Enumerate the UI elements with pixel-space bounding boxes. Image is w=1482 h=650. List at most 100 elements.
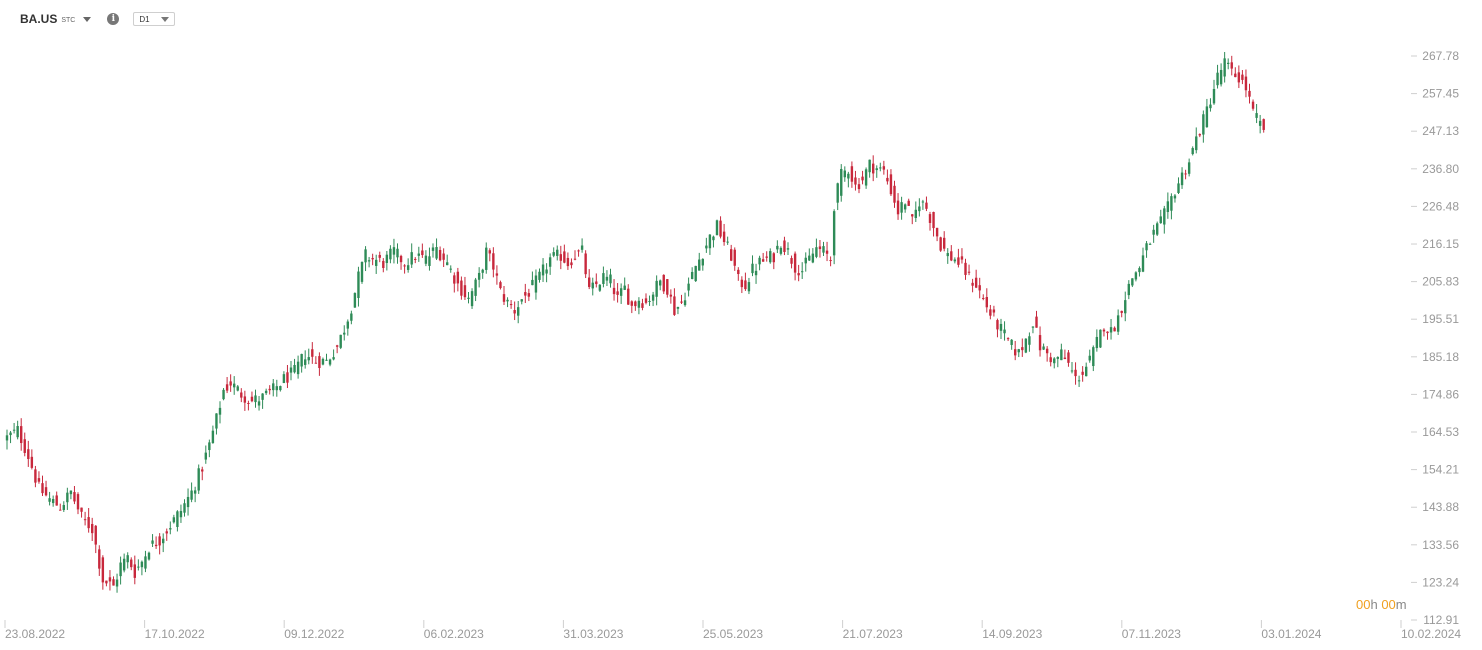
- candle-body: [414, 258, 417, 260]
- candle-body: [105, 580, 108, 584]
- candle: [712, 235, 715, 248]
- candle: [55, 491, 58, 506]
- candle: [1045, 346, 1049, 362]
- candle-body: [1258, 120, 1262, 126]
- candle-body: [953, 259, 957, 262]
- candle-body: [357, 271, 360, 299]
- candle-body: [1095, 336, 1099, 349]
- candle: [126, 552, 129, 569]
- candle-body: [51, 499, 55, 504]
- candle-body: [758, 257, 761, 265]
- candle: [385, 251, 389, 271]
- candle-body: [375, 259, 378, 266]
- candle-body: [527, 293, 531, 297]
- candle-body: [371, 258, 374, 260]
- candle-body: [747, 282, 751, 292]
- candle: [37, 471, 41, 484]
- candle-body: [1024, 338, 1028, 353]
- info-icon[interactable]: i: [107, 13, 120, 25]
- candle: [225, 377, 229, 394]
- candle: [279, 385, 282, 392]
- candle: [974, 269, 978, 289]
- candle: [854, 170, 857, 191]
- candle-body: [861, 176, 864, 181]
- candle-body: [701, 258, 704, 266]
- candle: [30, 449, 34, 470]
- candle-body: [815, 247, 818, 257]
- candle: [889, 169, 893, 197]
- candle: [382, 258, 385, 273]
- candle: [41, 475, 44, 496]
- candle: [524, 283, 527, 304]
- candle-body: [1219, 69, 1223, 85]
- chevron-down-icon[interactable]: [83, 16, 92, 22]
- candle: [619, 283, 623, 304]
- candle-body: [1170, 196, 1173, 211]
- candle: [254, 389, 257, 408]
- candle-body: [840, 168, 843, 196]
- candle-body: [765, 256, 768, 258]
- timeframe-select[interactable]: D1: [133, 12, 176, 26]
- candle: [687, 277, 690, 297]
- candle: [982, 294, 985, 301]
- candle: [893, 180, 896, 208]
- candle-body: [1187, 162, 1191, 174]
- candle-body: [1145, 243, 1148, 251]
- candle: [73, 486, 76, 505]
- candle: [59, 503, 62, 511]
- candle-body: [1212, 88, 1216, 104]
- candle: [378, 251, 381, 263]
- candle-body: [275, 386, 278, 391]
- candle: [829, 256, 832, 267]
- candle-body: [353, 293, 357, 308]
- y-tick-label: 112.91: [1423, 613, 1459, 627]
- candle-body: [1067, 352, 1070, 363]
- candle: [154, 536, 158, 549]
- candle: [857, 178, 861, 194]
- candle: [666, 278, 669, 298]
- candle: [449, 265, 452, 273]
- candle: [98, 545, 101, 576]
- y-tick-label: 143.88: [1422, 500, 1459, 514]
- candle-body: [59, 509, 62, 511]
- candle: [144, 550, 147, 573]
- candle: [1109, 318, 1113, 340]
- candle-body: [435, 247, 438, 259]
- candle: [577, 249, 580, 257]
- symbol-label[interactable]: BA.US: [20, 12, 58, 26]
- candle: [779, 246, 783, 256]
- candle-body: [719, 220, 722, 237]
- candle-body: [793, 253, 797, 273]
- candle-body: [73, 492, 76, 502]
- candle: [300, 353, 303, 373]
- candle-body: [158, 536, 161, 546]
- candle-body: [460, 280, 463, 296]
- candle: [943, 231, 946, 252]
- candle-body: [1035, 316, 1038, 328]
- candle-body: [602, 273, 605, 284]
- candle: [414, 257, 417, 264]
- candle: [304, 350, 307, 369]
- candle: [406, 258, 410, 273]
- candle-body: [30, 456, 34, 468]
- candle: [602, 266, 605, 288]
- candle: [605, 270, 609, 287]
- candle: [158, 533, 161, 555]
- candle-body: [1120, 310, 1123, 313]
- candle-body: [573, 258, 577, 260]
- candle-body: [761, 259, 765, 262]
- candle-body: [1159, 216, 1162, 224]
- candle-body: [1262, 119, 1265, 130]
- candle-body: [12, 429, 16, 431]
- candle-body: [623, 285, 626, 290]
- candle-body: [144, 556, 147, 569]
- candle: [222, 388, 225, 401]
- candle: [1180, 167, 1184, 189]
- candle-body: [41, 483, 44, 494]
- candle-body: [907, 200, 910, 206]
- candle: [201, 466, 204, 481]
- candle: [1017, 348, 1020, 358]
- candle: [1156, 221, 1159, 237]
- y-tick-label: 154.21: [1422, 463, 1459, 477]
